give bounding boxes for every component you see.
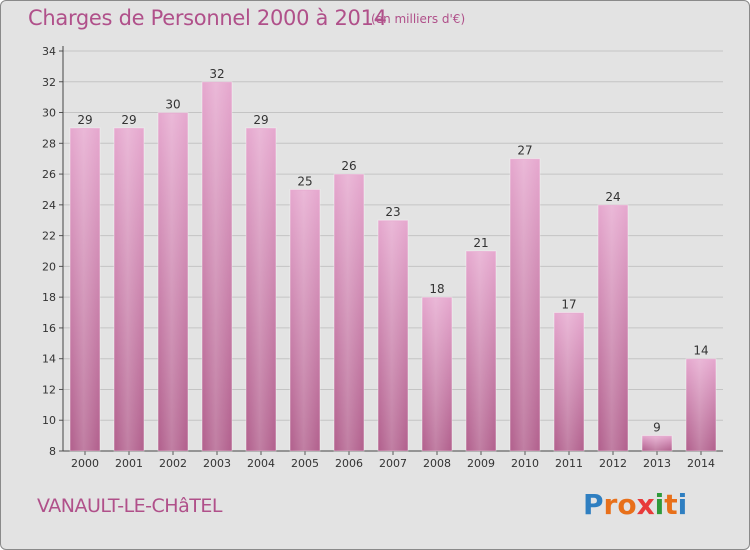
bar-highlight	[248, 128, 274, 451]
y-tick-label: 8	[49, 445, 56, 458]
x-tick-label: 2004	[247, 457, 275, 470]
data-label: 21	[473, 236, 488, 250]
x-tick-label: 2000	[71, 457, 99, 470]
y-tick-label: 14	[42, 353, 56, 366]
x-tick-label: 2006	[335, 457, 363, 470]
bar-highlight	[336, 175, 362, 452]
y-tick-label: 12	[42, 383, 56, 396]
logo-letter: i	[654, 488, 665, 521]
x-tick-label: 2014	[687, 457, 715, 470]
y-tick-label: 16	[42, 322, 56, 335]
y-tick-label: 18	[42, 291, 56, 304]
data-label: 18	[429, 282, 444, 296]
data-label: 30	[165, 98, 180, 112]
logo-letter: x	[636, 488, 655, 521]
data-label: 25	[297, 174, 312, 188]
data-label: 27	[517, 144, 532, 158]
data-label: 29	[77, 113, 92, 127]
bar-highlight	[556, 313, 582, 451]
data-label: 9	[653, 421, 661, 435]
bar-highlight	[160, 113, 186, 452]
data-labels: 29 29 30 32 29 25 26 23 18 21 27 17 24 9 14	[77, 67, 708, 435]
y-tick-label: 28	[42, 137, 56, 150]
x-tick-label: 2013	[643, 457, 671, 470]
data-label: 17	[561, 298, 576, 312]
x-tick-label: 2005	[291, 457, 319, 470]
bar-highlight	[600, 205, 626, 451]
chart-title: Charges de Personnel 2000 à 2014	[28, 6, 387, 30]
logo-letter: o	[617, 488, 637, 521]
data-label: 29	[121, 113, 136, 127]
logo-letter: t	[664, 488, 678, 521]
bar-highlight	[424, 298, 450, 451]
x-tick-label: 2012	[599, 457, 627, 470]
data-label: 26	[341, 159, 356, 173]
bar-highlight	[204, 82, 230, 452]
y-tick-label: 10	[42, 414, 56, 427]
proxiti-logo: Proxiti	[583, 488, 687, 521]
y-tick-label: 20	[42, 260, 56, 273]
chart-subtitle: (en milliers d'€)	[371, 12, 466, 26]
bars	[69, 81, 717, 452]
bar-highlight	[468, 252, 494, 451]
data-label: 29	[253, 113, 268, 127]
logo-letter: i	[677, 488, 688, 521]
x-tick-label: 2010	[511, 457, 539, 470]
commune-name: VANAULT-LE-CHâTEL	[37, 495, 222, 517]
y-tick-label: 32	[42, 76, 56, 89]
bar-highlight	[644, 436, 670, 451]
bar-highlight	[688, 359, 714, 451]
x-tick-label: 2008	[423, 457, 451, 470]
y-tick-label: 26	[42, 168, 56, 181]
x-tick-label: 2001	[115, 457, 143, 470]
x-tick-label: 2002	[159, 457, 187, 470]
data-label: 32	[209, 67, 224, 81]
bar-highlight	[116, 128, 142, 451]
bar-highlight	[72, 128, 98, 451]
y-tick-label: 24	[42, 199, 56, 212]
x-tick-label: 2007	[379, 457, 407, 470]
x-tick-label: 2011	[555, 457, 583, 470]
bar-highlight	[292, 190, 318, 451]
y-tick-label: 34	[42, 45, 56, 58]
y-tick-label: 30	[42, 107, 56, 120]
bar-highlight	[380, 221, 406, 451]
data-label: 24	[605, 190, 620, 204]
x-tick-label: 2003	[203, 457, 231, 470]
data-label: 14	[693, 344, 708, 358]
x-tick-label: 2009	[467, 457, 495, 470]
y-tick-label: 22	[42, 230, 56, 243]
data-label: 23	[385, 205, 400, 219]
logo-letter: P	[583, 488, 604, 521]
logo-letter: r	[603, 488, 618, 521]
bar-highlight	[512, 159, 538, 451]
